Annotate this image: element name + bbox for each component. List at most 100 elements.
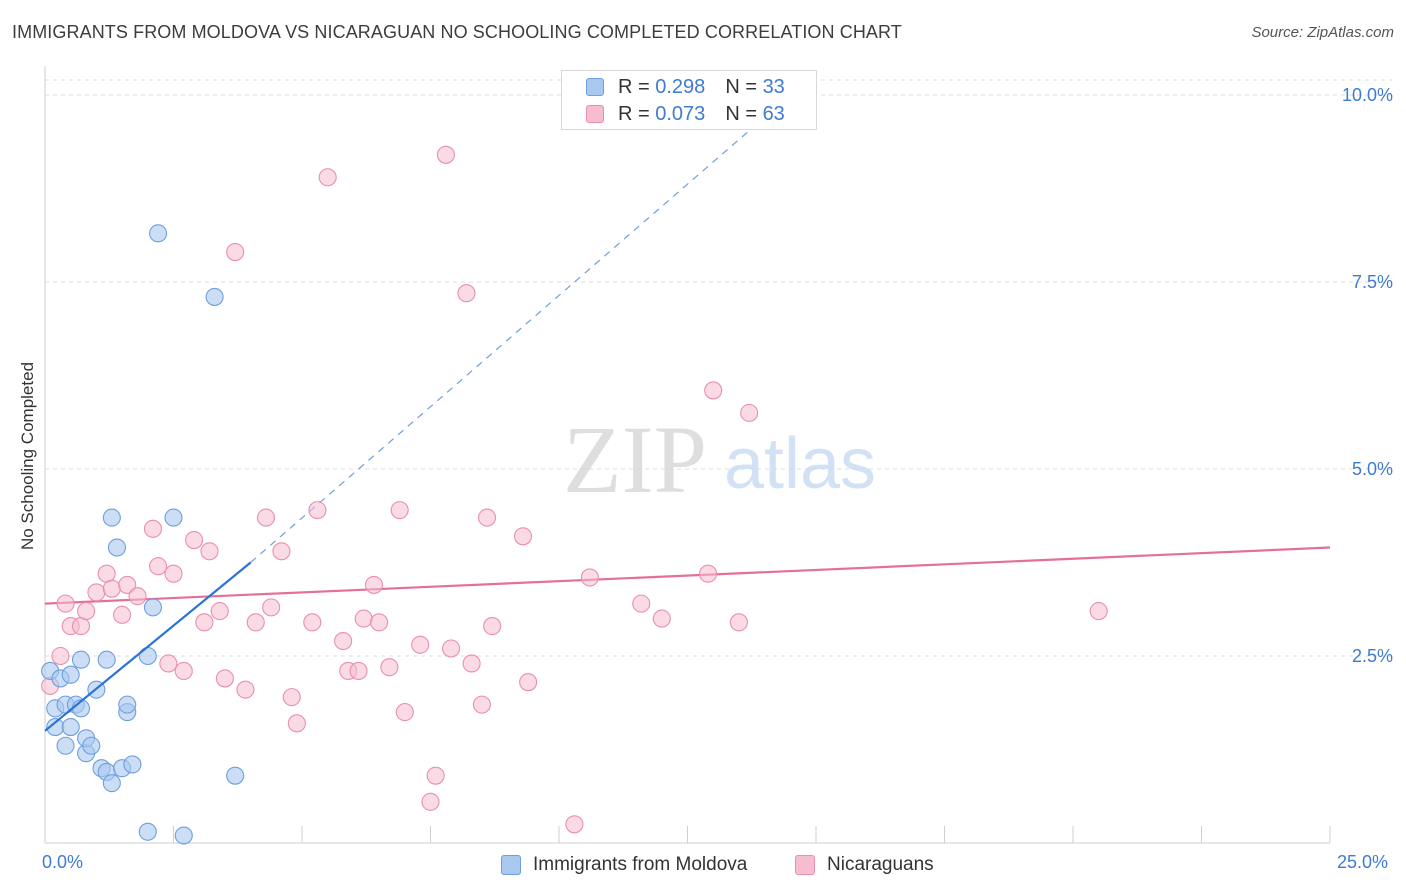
nicaraguans-point xyxy=(580,568,599,587)
nicaraguans-point xyxy=(113,605,132,624)
nicaraguans-point xyxy=(128,587,147,606)
nicaraguans-point xyxy=(174,661,193,681)
r-value: 0.073 xyxy=(655,102,706,125)
nicaraguans-point xyxy=(287,714,306,733)
nicaraguans-point xyxy=(632,594,651,613)
moldova-point xyxy=(205,287,224,306)
nicaraguans-point xyxy=(390,501,409,520)
chart-title: IMMIGRANTS FROM MOLDOVA VS NICARAGUAN NO… xyxy=(12,22,902,42)
legend-label: Nicaraguans xyxy=(827,854,934,875)
nicaraguans-point xyxy=(262,598,281,617)
moldova-point xyxy=(174,826,193,845)
moldova-point xyxy=(97,650,116,669)
moldova-point xyxy=(102,774,121,793)
nicaraguans-point xyxy=(77,602,96,621)
nicaraguans-point xyxy=(442,639,461,658)
nicaraguans-point xyxy=(195,613,214,632)
nicaraguans-point xyxy=(704,381,723,400)
nicaraguans-point xyxy=(380,658,399,677)
nicaraguans-point xyxy=(226,242,245,262)
watermark: ZIP atlas xyxy=(563,406,876,513)
source-credit: Source: ZipAtlas.com xyxy=(1251,24,1394,41)
y-axis-title: No Schooling Completed xyxy=(18,361,37,551)
y-tick-label: 10.0% xyxy=(1342,85,1393,105)
stats-row-nicaraguans: R = 0.073 N = 63 xyxy=(586,102,785,126)
data-points xyxy=(41,145,1108,845)
nicaraguans-point xyxy=(236,680,255,699)
nicaraguans-point xyxy=(519,673,538,692)
nicaraguans-point xyxy=(87,583,106,602)
y-tick-label: 7.5% xyxy=(1352,272,1393,292)
r-label: R = xyxy=(618,102,650,125)
nicaraguans-point xyxy=(462,654,481,673)
nicaraguans-point xyxy=(457,284,476,303)
trend-lines xyxy=(44,116,1331,605)
y-tick-labels: 2.5% 5.0% 7.5% 10.0% xyxy=(1342,85,1393,666)
nicaraguans-swatch xyxy=(586,105,604,123)
nicaraguans-point xyxy=(740,403,759,422)
nicaraguans-point xyxy=(436,145,455,164)
nicaraguans-point xyxy=(354,609,373,628)
nicaraguans-point xyxy=(349,661,368,681)
r-label: R = xyxy=(618,75,650,98)
nicaraguans-point xyxy=(513,527,533,546)
nicaraguans-point xyxy=(1089,602,1108,621)
x-tick-label-min: 0.0% xyxy=(42,852,84,872)
nicaraguans-point xyxy=(303,613,322,632)
nicaraguans-point xyxy=(334,631,353,651)
nicaraguans-point xyxy=(565,815,584,834)
axes xyxy=(44,66,1331,844)
moldova-point xyxy=(149,224,168,243)
nicaraguans-point xyxy=(395,703,414,722)
nicaraguans-point xyxy=(246,613,265,632)
stats-row-moldova: R = 0.298 N = 33 xyxy=(586,75,785,99)
nicaraguans-point xyxy=(56,594,75,613)
n-value: 33 xyxy=(762,75,785,98)
moldova-point xyxy=(61,718,80,737)
nicaraguans-point xyxy=(411,635,430,654)
nicaraguans-point xyxy=(185,530,204,550)
nicaraguans-point xyxy=(421,792,440,811)
n-label: N = xyxy=(725,102,757,125)
nicaraguans-point xyxy=(143,519,162,538)
moldova-legend-swatch xyxy=(501,855,521,875)
moldova-point xyxy=(107,538,127,557)
stats-legend: R = 0.298 N = 33 R = 0.073 N = 63 xyxy=(561,70,817,130)
moldova-trend-extension xyxy=(250,116,765,563)
x-tick-label-max: 25.0% xyxy=(1337,852,1389,872)
moldova-point xyxy=(61,665,80,684)
nicaraguans-point xyxy=(308,501,327,520)
nicaraguans-point xyxy=(426,766,445,785)
legend-label: Immigrants from Moldova xyxy=(533,854,748,875)
moldova-point xyxy=(102,508,121,527)
grid-lines xyxy=(45,79,1392,657)
moldova-point xyxy=(82,736,101,755)
y-tick-label: 2.5% xyxy=(1352,646,1393,666)
nicaraguans-point xyxy=(159,654,178,673)
nicaraguans-point xyxy=(200,542,219,561)
moldova-swatch xyxy=(586,78,604,96)
nicaraguans-point xyxy=(149,557,168,576)
nicaraguans-point xyxy=(364,575,384,594)
moldova-point xyxy=(143,598,162,617)
nicaraguans-point xyxy=(699,564,718,583)
nicaraguans-point xyxy=(256,508,276,527)
r-value: 0.298 xyxy=(655,75,706,98)
moldova-point xyxy=(226,766,245,785)
nicaraguans-point xyxy=(318,168,337,187)
moldova-point xyxy=(138,822,157,841)
nicaraguans-point xyxy=(272,542,291,561)
legend-item-moldova[interactable]: Immigrants from Moldova xyxy=(501,852,747,878)
moldova-point xyxy=(123,755,142,774)
nicaraguans-point xyxy=(215,669,234,688)
nicaraguans-point xyxy=(118,575,137,594)
moldova-point xyxy=(71,650,91,669)
nicaraguans-point xyxy=(472,695,491,714)
legend-item-nicaraguans[interactable]: Nicaraguans xyxy=(795,852,934,878)
nicaraguans-point xyxy=(729,613,748,632)
moldova-point xyxy=(164,508,183,527)
nicaraguans-point xyxy=(483,617,502,636)
nicaraguans-point xyxy=(477,508,497,527)
nicaraguans-point xyxy=(102,579,121,598)
